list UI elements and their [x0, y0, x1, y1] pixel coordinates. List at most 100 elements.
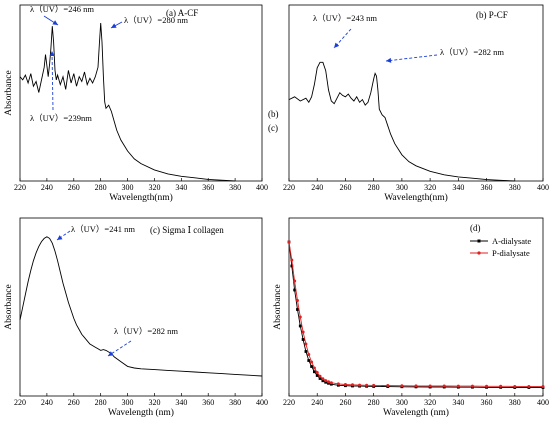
- data-point: [298, 315, 302, 319]
- x-tick-label: 240: [41, 398, 53, 407]
- y-axis-label: Absorbance: [273, 284, 283, 329]
- x-tick-label: 240: [41, 183, 53, 192]
- annotation-label: λ（UV）=241 nm: [71, 224, 135, 234]
- data-point: [310, 365, 313, 368]
- data-point: [414, 384, 418, 388]
- data-point: [372, 383, 376, 387]
- x-tick-label: 360: [202, 398, 214, 407]
- data-point: [318, 374, 322, 378]
- data-point: [324, 380, 328, 384]
- data-point: [386, 384, 390, 388]
- data-point: [301, 338, 305, 341]
- panel-title: (d): [470, 223, 481, 233]
- plot-frame: [288, 4, 544, 182]
- chart-panel-4: 220 240 260 280 300 320 340 360 380 400 Wavelength…: [273, 217, 549, 418]
- x-tick-label: 300: [396, 398, 408, 407]
- data-point: [485, 384, 489, 388]
- data-point: [321, 379, 325, 383]
- data-point: [428, 384, 432, 388]
- legend-marker: [477, 251, 481, 255]
- x-tick-label: 340: [452, 398, 464, 407]
- annotation-label: λ（UV）=246 nm: [30, 4, 94, 14]
- x-axis-label: Wavelength (nm): [108, 407, 174, 418]
- x-tick-label: 360: [481, 183, 493, 192]
- x-tick-label: 220: [14, 183, 26, 192]
- data-point: [351, 383, 354, 387]
- data-point: [293, 279, 297, 283]
- x-tick-label: 240: [311, 398, 323, 407]
- x-tick-label: 300: [122, 398, 134, 407]
- x-tick-label: 320: [424, 183, 436, 192]
- x-tick-label: 240: [311, 183, 323, 192]
- data-point: [513, 384, 517, 388]
- data-point: [304, 342, 308, 346]
- x-tick-label: 260: [339, 183, 351, 192]
- x-tick-label: 380: [509, 398, 521, 407]
- data-point: [318, 377, 322, 380]
- data-point: [315, 374, 319, 377]
- data-point: [304, 350, 308, 353]
- data-point: [321, 377, 325, 381]
- data-point: [301, 330, 305, 334]
- data-point: [541, 384, 545, 388]
- data-point: [400, 384, 404, 388]
- x-tick-label: 320: [424, 398, 436, 407]
- x-tick-label: 400: [256, 398, 268, 407]
- series-line: [288, 241, 543, 388]
- x-tick-label: 280: [95, 398, 107, 407]
- x-tick-label: 380: [229, 183, 241, 192]
- annotation-label: λ（UV）=282 nm: [440, 47, 504, 57]
- x-tick-label: 220: [14, 398, 26, 407]
- x-axis-label: Wavelength (nm): [383, 407, 449, 418]
- series-line: [19, 236, 263, 377]
- data-point: [358, 383, 362, 387]
- panel-title: (c) Sigma Ⅰ collagen: [150, 225, 224, 235]
- data-point: [298, 324, 302, 328]
- series-line: [288, 61, 515, 182]
- side-label: (c): [268, 123, 278, 133]
- x-tick-label: 220: [283, 183, 295, 192]
- x-tick-label: 280: [95, 183, 107, 192]
- annotation-arrowhead: [57, 235, 63, 240]
- x-tick-label: 380: [229, 398, 241, 407]
- data-point: [313, 370, 316, 374]
- data-point: [343, 383, 347, 386]
- side-label: (b): [268, 109, 279, 119]
- y-axis-label: Absorbance: [4, 70, 14, 115]
- x-axis-label: Wavelength(nm): [384, 192, 448, 203]
- x-tick-label: 400: [537, 398, 549, 407]
- x-tick-label: 300: [122, 183, 134, 192]
- chart-panel-3: 220 240 260 280 300 320 340 360 380 400 Wavelength…: [4, 217, 268, 418]
- annotation-label: λ（UV）=282 nm: [114, 326, 178, 336]
- plot-frame: [19, 217, 263, 397]
- x-tick-label: 340: [175, 183, 187, 192]
- panel-title: (a) A-CF: [166, 8, 198, 18]
- x-axis-label: Wavelength(nm): [109, 192, 173, 203]
- x-tick-label: 320: [148, 183, 160, 192]
- data-point: [527, 384, 531, 388]
- plot-frame: [19, 4, 263, 182]
- chart-panel-2: 220 240 260 280 300 320 340 360 380 400 Wavelength…: [268, 4, 549, 203]
- x-tick-label: 320: [148, 398, 160, 407]
- data-point: [327, 380, 331, 384]
- x-tick-label: 220: [283, 398, 295, 407]
- legend-entry: P-dialysate: [492, 248, 530, 258]
- annotation-arrow: [385, 54, 438, 62]
- x-tick-label: 360: [481, 398, 493, 407]
- data-point: [312, 366, 316, 370]
- annotation-arrowhead: [334, 42, 340, 48]
- annotation-arrow: [51, 50, 54, 111]
- annotation-arrowhead: [108, 351, 114, 356]
- data-point: [499, 384, 503, 388]
- data-point: [324, 379, 328, 383]
- annotation-label: λ（UV）=243 nm: [313, 13, 377, 23]
- plot-frame: [288, 217, 544, 397]
- series-line: [288, 241, 543, 387]
- annotation-label: λ（UV）=239nm: [30, 113, 92, 123]
- x-tick-label: 260: [339, 398, 351, 407]
- x-tick-label: 400: [256, 183, 268, 192]
- chart-panel-1: 220 240 260 280 300 320 340 360 380 400 Wavelength…: [4, 4, 268, 203]
- series-line: [19, 22, 236, 182]
- x-tick-label: 380: [509, 183, 521, 192]
